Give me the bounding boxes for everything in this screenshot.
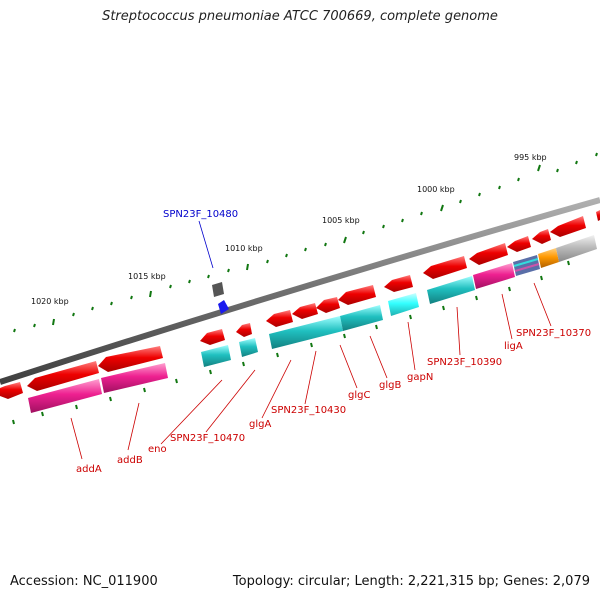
kbp-tick-1000 [440, 204, 444, 212]
forward-strand-genes [0, 210, 600, 399]
gene-red-arrow [27, 361, 99, 391]
kbp-tick-995 [537, 164, 541, 172]
gene-cyan-block [269, 316, 343, 349]
kbp-label-1000: 1000 kbp [417, 185, 455, 194]
gene-red-arrow [507, 236, 531, 252]
gene-label-addB: addB [117, 455, 143, 466]
accession-text: Accession: NC_011900 [10, 574, 158, 589]
gene-cyan-block [239, 338, 258, 357]
genome-summary-text: Topology: circular; Length: 2,221,315 bp… [232, 574, 590, 589]
leader-eno [160, 379, 223, 445]
gene-label-addA: addA [76, 464, 102, 475]
label-leaders [70, 220, 552, 460]
gene-label-ligA: ligA [504, 341, 523, 352]
gene-orange-block [538, 248, 559, 268]
gene-multicolor-stripe [514, 263, 540, 272]
leader-ligA [501, 293, 513, 340]
gene-red-arrow [266, 310, 293, 327]
gene-red-arrow [338, 285, 376, 305]
leader-addA [70, 417, 83, 460]
gene-red-arrow [98, 346, 163, 372]
leader-SPN23F_10390 [456, 306, 461, 356]
gene-red-arrow [292, 303, 318, 319]
gene-cyan-light-block [388, 293, 419, 316]
map-title: Streptococcus pneumoniae ATCC 700669, co… [102, 9, 498, 24]
kbp-label-995: 995 kbp [514, 153, 547, 162]
gene-red-arrow [469, 243, 508, 265]
gene-multicolor-stripe [513, 258, 539, 267]
gene-label-glgA: glgA [249, 419, 271, 430]
kbp-tick-1010 [246, 263, 249, 271]
gene-red-arrow [423, 256, 467, 279]
leader-glgB [369, 335, 388, 379]
gene-magenta-block [473, 263, 515, 289]
gene-label-SPN23F_10370: SPN23F_10370 [516, 328, 591, 339]
gene-label-SPN23F_10390: SPN23F_10390 [427, 357, 502, 368]
gene-label-SPN23F_10470: SPN23F_10470 [170, 433, 245, 444]
gene-red-arrow [596, 210, 600, 221]
kbp-label-1005: 1005 kbp [322, 216, 360, 225]
genome-backbone [0, 197, 600, 385]
leader-SPN23F_10430 [304, 350, 317, 405]
gene-red-arrow [384, 275, 413, 292]
kbp-label-1015: 1015 kbp [128, 272, 166, 281]
gene-label-eno: eno [148, 444, 167, 455]
gene-red-arrow [532, 229, 551, 244]
gene-cyan-block [201, 345, 231, 367]
gene-gray-block [556, 235, 597, 262]
gene-label-SPN23F_10480: SPN23F_10480 [163, 209, 238, 220]
gene-red-arrow [200, 329, 225, 345]
inner-tick-row [12, 260, 570, 425]
kbp-minor-dots [13, 152, 598, 333]
gene-red-arrow [0, 382, 23, 399]
gene-cyan-block [427, 276, 475, 304]
gene-cyan-block [340, 305, 383, 331]
gene-blue-marker [218, 300, 229, 314]
leader-gapN [407, 321, 416, 371]
gene-label-glgB: glgB [379, 380, 401, 391]
gene-red-arrow [236, 323, 252, 337]
gene-magenta-block [28, 379, 102, 413]
gene-label-gapN: gapN [407, 372, 433, 383]
kbp-tick-1005 [343, 236, 347, 244]
leader-glgA [261, 359, 292, 419]
gene-label-SPN23F_10430: SPN23F_10430 [271, 405, 346, 416]
gene-label-glgC: glgC [348, 390, 370, 401]
leader-SPN23F_10370 [533, 282, 552, 327]
gene-red-arrow [550, 216, 586, 237]
gene-magenta-block [101, 363, 168, 393]
kbp-tick-ring [13, 152, 598, 333]
leader-glgC [339, 344, 358, 389]
kbp-tick-1015 [149, 290, 152, 298]
kbp-label-1010: 1010 kbp [225, 244, 263, 253]
kbp-label-1020: 1020 kbp [31, 297, 69, 306]
kbp-tick-1020 [52, 318, 55, 326]
reverse-strand-genes [28, 235, 597, 413]
leader-SPN23F_10480 [198, 220, 214, 269]
gene-dark-marker [212, 282, 224, 297]
leader-addB [127, 402, 140, 451]
leader-SPN23F_10470 [205, 369, 256, 433]
gene-red-arrow [316, 297, 340, 313]
